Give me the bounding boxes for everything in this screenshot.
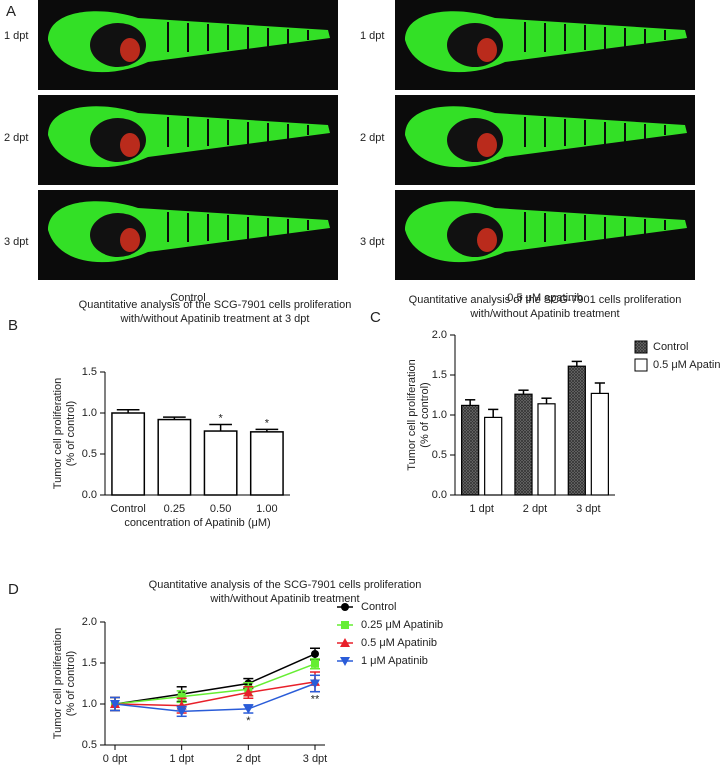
y-tick-label: 1.0 xyxy=(432,409,447,421)
y-tick-label: 0.5 xyxy=(82,739,97,751)
panel-a: A 1 dpt 2 dpt 3 dpt 1 dpt 2 dpt 3 dpt Co… xyxy=(4,0,695,304)
y-tick-label: 0.0 xyxy=(82,489,97,501)
x-tick-label: 0.50 xyxy=(210,503,231,515)
x-tick-label: 1 dpt xyxy=(469,503,493,515)
annotation: ** xyxy=(311,694,320,706)
legend-swatch xyxy=(634,358,648,372)
x-tick-label: 3 dpt xyxy=(303,753,327,765)
panel-label: C xyxy=(370,309,381,326)
x-tick-label: 1.00 xyxy=(256,503,277,515)
y-tick-label: 1.5 xyxy=(82,366,97,378)
row-label: 2 dpt xyxy=(4,132,28,144)
row-label: 1 dpt xyxy=(360,30,384,42)
chart-title: with/without Apatinib treatment at 3 dpt xyxy=(120,313,310,325)
legend-marker xyxy=(340,638,350,647)
row-label: 1 dpt xyxy=(4,30,28,42)
legend-marker xyxy=(341,621,349,629)
chart-title: Quantitative analysis of the SCG-7901 ce… xyxy=(149,579,422,591)
legend-label: Control xyxy=(653,341,688,353)
x-tick-label: Control xyxy=(110,503,145,515)
y-tick-label: 2.0 xyxy=(82,616,97,628)
x-axis-label: concentration of Apatinib (μM) xyxy=(124,517,270,529)
point xyxy=(243,687,254,697)
point xyxy=(243,704,254,714)
line xyxy=(114,681,316,707)
bar xyxy=(590,392,609,496)
annotation: * xyxy=(218,412,223,424)
y-axis-label: Tumor cell proliferation xyxy=(52,628,64,739)
line xyxy=(114,682,316,713)
legend-label: Control xyxy=(361,601,396,613)
x-tick-label: 0 dpt xyxy=(103,753,127,765)
image xyxy=(395,0,695,90)
y-tick-label: 1.0 xyxy=(82,407,97,419)
x-tick-label: 2 dpt xyxy=(236,753,260,765)
annotation: * xyxy=(265,417,270,429)
legend-label: 0.5 μM Apatinib xyxy=(361,637,437,649)
y-axis-label: (% of control) xyxy=(419,382,431,447)
image xyxy=(38,95,338,185)
legend-swatch xyxy=(634,340,648,354)
y-tick-label: 1.5 xyxy=(82,657,97,669)
annotation: * xyxy=(246,715,251,727)
legend-label: 1 μM Apatinib xyxy=(361,655,428,667)
chart-title: Quantitative analysis of the SCG-7901 ce… xyxy=(79,299,352,311)
point xyxy=(310,679,320,689)
chart-title: Quantitative analysis of the SCG-7901 ce… xyxy=(409,294,682,306)
bar xyxy=(514,393,533,496)
row-label: 3 dpt xyxy=(4,236,28,248)
row-label: 3 dpt xyxy=(360,236,384,248)
x-tick-label: 1 dpt xyxy=(169,753,193,765)
image xyxy=(395,95,695,185)
bar xyxy=(157,418,192,496)
legend-label: 0.25 μM Apatinib xyxy=(361,619,443,631)
y-tick-label: 0.5 xyxy=(82,448,97,460)
panel-label: B xyxy=(8,317,18,334)
legend-marker xyxy=(341,603,349,611)
image xyxy=(38,190,338,280)
line xyxy=(114,653,316,705)
point xyxy=(311,649,319,658)
y-tick-label: 0.0 xyxy=(432,489,447,501)
line xyxy=(114,663,316,705)
image xyxy=(38,0,338,90)
legend-marker xyxy=(340,657,350,666)
y-axis-label: (% of control) xyxy=(65,401,77,466)
bar xyxy=(484,416,503,496)
row-label: 2 dpt xyxy=(360,132,384,144)
y-tick-label: 1.5 xyxy=(432,369,447,381)
legend-label: 0.5 μM Apatinib xyxy=(653,359,720,371)
y-axis-label: Tumor cell proliferation xyxy=(52,378,64,489)
point xyxy=(176,707,187,717)
bar xyxy=(111,412,146,496)
image xyxy=(395,190,695,280)
x-tick-label: 2 dpt xyxy=(523,503,547,515)
caption: 0.5 μM apatinib xyxy=(507,292,582,304)
y-axis-label: (% of control) xyxy=(65,651,77,716)
caption: Control xyxy=(170,292,205,304)
y-tick-label: 0.5 xyxy=(432,449,447,461)
bar xyxy=(461,404,480,496)
point xyxy=(110,700,120,709)
bar xyxy=(249,431,284,496)
y-tick-label: 2.0 xyxy=(432,329,447,341)
chart-title: with/without Apatinib treatment xyxy=(209,593,359,605)
panel-label: D xyxy=(8,581,19,598)
chart-title: with/without Apatinib treatment xyxy=(469,308,619,320)
bar xyxy=(203,430,238,496)
panel-label: A xyxy=(6,3,16,20)
point xyxy=(311,659,319,668)
x-tick-label: 3 dpt xyxy=(576,503,600,515)
bar xyxy=(537,403,556,496)
bar xyxy=(567,365,586,496)
y-tick-label: 1.0 xyxy=(82,698,97,710)
y-axis-label: Tumor cell proliferation xyxy=(406,359,418,470)
x-tick-label: 0.25 xyxy=(164,503,185,515)
